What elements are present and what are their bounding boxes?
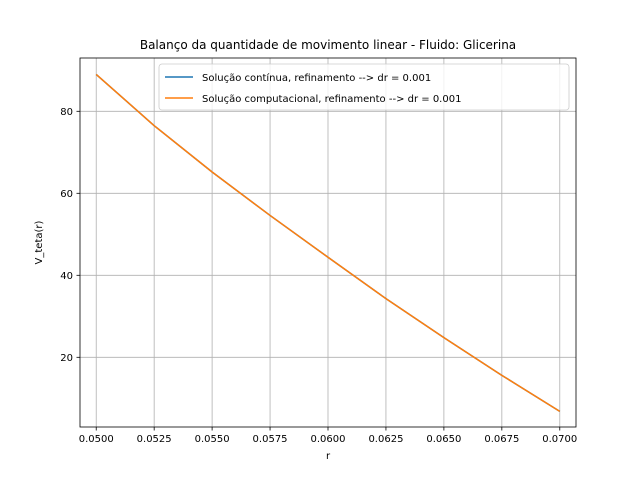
x-tick-label: 0.0650 [426,434,461,445]
legend: Solução contínua, refinamento --> dr = 0… [158,63,570,111]
legend-box [158,63,570,111]
x-axis-label: r [326,451,331,462]
x-tick-label: 0.0500 [79,434,114,445]
x-tick-label: 0.0600 [311,434,346,445]
x-tick-label: 0.0550 [195,434,230,445]
chart-title: Balanço da quantidade de movimento linea… [140,38,516,52]
series-line-2 [95,73,561,413]
y-tick-label: 20 [60,353,73,364]
x-tick-label: 0.0575 [253,434,288,445]
y-axis-label: V_teta(r) [34,220,45,264]
x-tick-label: 0.0675 [484,434,519,445]
y-tick-label: 60 [60,189,73,200]
y-tick-label: 80 [60,107,73,118]
tick-layer: 0.0500 0.0525 0.0550 0.0575 0.0600 0.0625 0.06… [60,107,577,445]
x-tick-label: 0.0700 [542,434,577,445]
grid-layer [80,58,576,427]
legend-entry-1: Solução contínua, refinamento --> dr = 0… [202,72,431,84]
legend-entry-2: Solução computacional, refinamento --> d… [202,94,461,105]
x-tick-label: 0.0525 [137,434,172,445]
series-layer [95,73,561,413]
x-tick-label: 0.0625 [368,434,403,445]
y-tick-label: 40 [60,271,73,282]
